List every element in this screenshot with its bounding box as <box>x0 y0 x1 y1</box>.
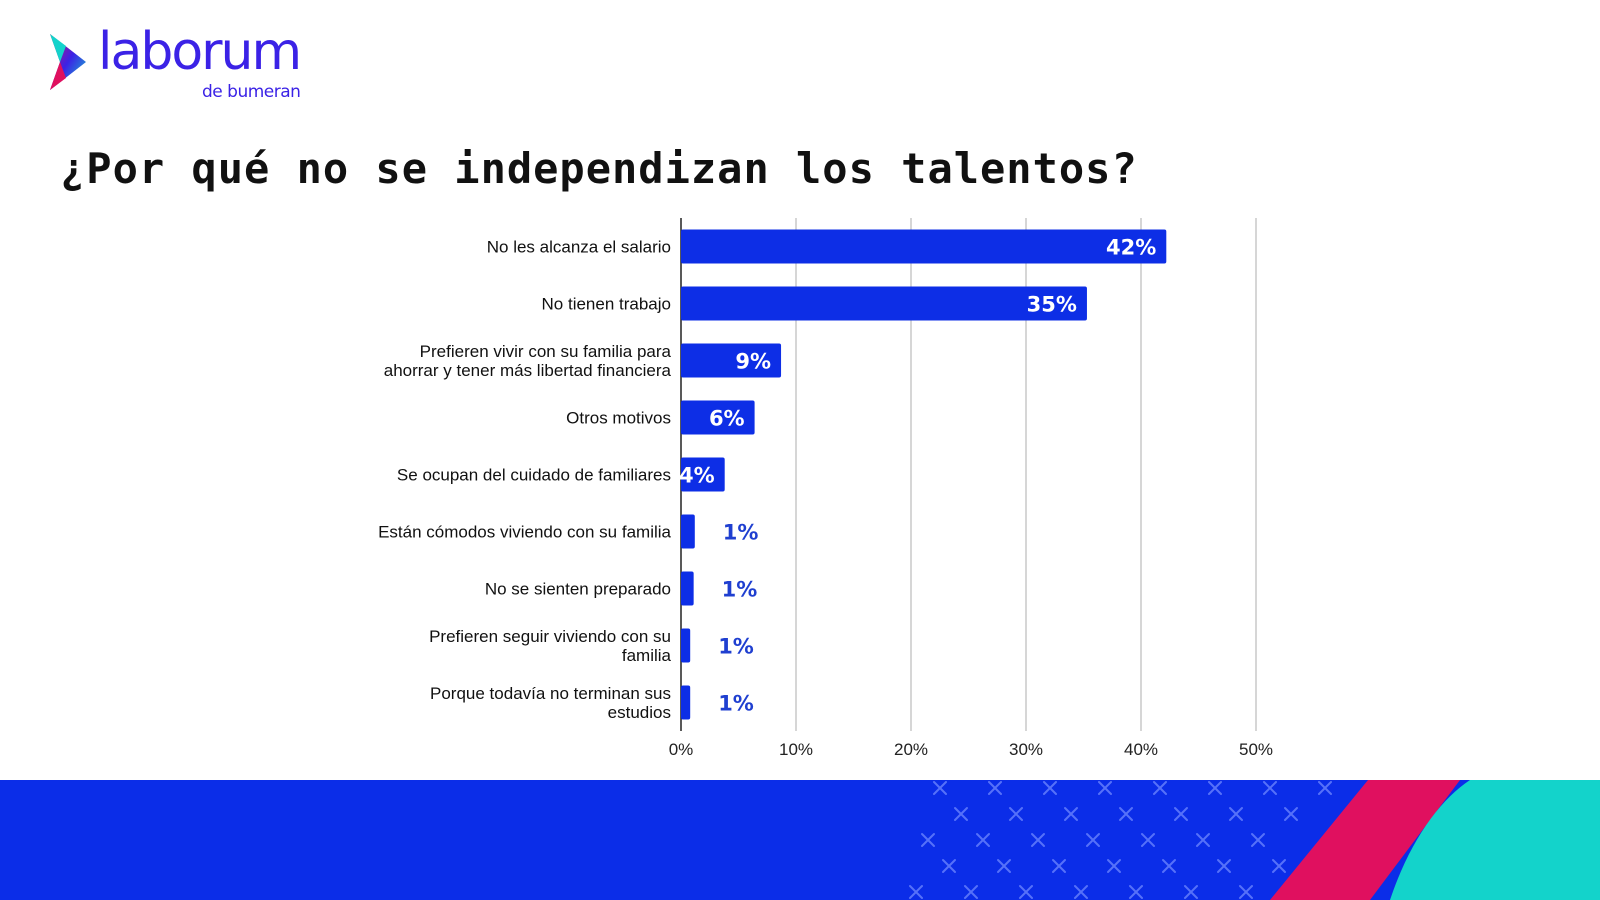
brand-logo: laborum de bumeran <box>46 26 326 105</box>
footer-x-mark <box>909 885 923 899</box>
category-label: Prefieren seguir viviendo con su familia <box>429 627 671 665</box>
category-label: No les alcanza el salario <box>487 238 671 257</box>
category-label: No se sienten preparado <box>485 580 671 599</box>
x-tick-label: 20% <box>894 740 928 759</box>
footer-band <box>0 780 1600 900</box>
category-label: Porque todavía no terminan sus estudios <box>430 684 671 722</box>
footer-x-mark <box>1184 885 1198 899</box>
bar <box>681 571 694 606</box>
footer-x-mark <box>1098 781 1112 795</box>
page-title: ¿Por qué no se independizan los talentos… <box>60 144 1138 193</box>
footer-x-mark <box>954 807 968 821</box>
footer-x-mark <box>1272 859 1286 873</box>
bar <box>681 628 691 663</box>
footer-x-mark <box>1284 807 1298 821</box>
footer-x-mark <box>988 781 1002 795</box>
footer-pink-stripe <box>1270 780 1460 900</box>
footer-x-mark <box>997 859 1011 873</box>
footer-x-mark <box>1043 781 1057 795</box>
brand-name: laborum <box>98 22 302 82</box>
footer-x-mark <box>1019 885 1033 899</box>
footer-x-mark <box>1009 807 1023 821</box>
bar <box>681 685 691 720</box>
footer-x-mark <box>1107 859 1121 873</box>
footer-x-mark <box>1052 859 1066 873</box>
data-label: 1% <box>718 635 754 659</box>
category-label: Están cómodos viviendo con su familia <box>378 523 671 542</box>
footer-teal-shape <box>1390 780 1600 900</box>
footer-x-mark <box>1074 885 1088 899</box>
footer-x-mark <box>1129 885 1143 899</box>
footer-x-mark <box>1141 833 1155 847</box>
footer-x-mark <box>1162 859 1176 873</box>
footer-x-mark <box>964 885 978 899</box>
footer-x-mark <box>1174 807 1188 821</box>
x-tick-label: 0% <box>669 740 694 759</box>
data-label: 4% <box>679 464 715 488</box>
footer-x-mark <box>1119 807 1133 821</box>
x-tick-label: 50% <box>1239 740 1273 759</box>
bar <box>681 343 782 378</box>
category-label: No tienen trabajo <box>542 295 671 314</box>
data-label: 1% <box>718 692 754 716</box>
bar <box>681 514 695 549</box>
footer-x-mark <box>1086 833 1100 847</box>
footer-x-mark <box>1318 781 1332 795</box>
data-label: 1% <box>723 521 759 545</box>
category-label: Prefieren vivir con su familia para ahorr… <box>384 342 672 380</box>
footer-x-mark <box>1251 833 1265 847</box>
footer-x-mark <box>942 859 956 873</box>
footer-x-mark <box>976 833 990 847</box>
footer-x-mark <box>1064 807 1078 821</box>
bar-chart: 0% 10% 20% 30% 40% 50% No les alcanza el salar… <box>378 218 1273 759</box>
x-tick-label: 40% <box>1124 740 1158 759</box>
bar <box>681 400 755 435</box>
footer-x-mark <box>1229 807 1243 821</box>
footer-x-mark <box>1196 833 1210 847</box>
brand-chevron-icon <box>50 34 86 90</box>
category-label: Se ocupan del cuidado de familiares <box>397 466 671 485</box>
bar <box>681 286 1087 321</box>
x-tick-label: 10% <box>779 740 813 759</box>
data-label: 9% <box>735 350 771 374</box>
data-label: 6% <box>709 407 745 431</box>
data-label: 35% <box>1027 293 1077 317</box>
footer-x-mark <box>1239 885 1253 899</box>
bar <box>681 457 725 492</box>
footer-x-mark <box>1208 781 1222 795</box>
x-tick-label: 30% <box>1009 740 1043 759</box>
footer-x-mark <box>1263 781 1277 795</box>
data-label: 42% <box>1106 236 1156 260</box>
bar <box>681 229 1167 264</box>
footer-x-mark <box>921 833 935 847</box>
footer-x-mark <box>1031 833 1045 847</box>
category-label: Otros motivos <box>566 409 671 428</box>
footer-x-mark <box>1217 859 1231 873</box>
brand-subname: de bumeran <box>202 82 301 102</box>
data-label: 1% <box>722 578 758 602</box>
footer-decoration <box>0 780 1600 900</box>
footer-x-pattern <box>909 781 1332 899</box>
footer-x-mark <box>933 781 947 795</box>
footer-x-mark <box>1153 781 1167 795</box>
